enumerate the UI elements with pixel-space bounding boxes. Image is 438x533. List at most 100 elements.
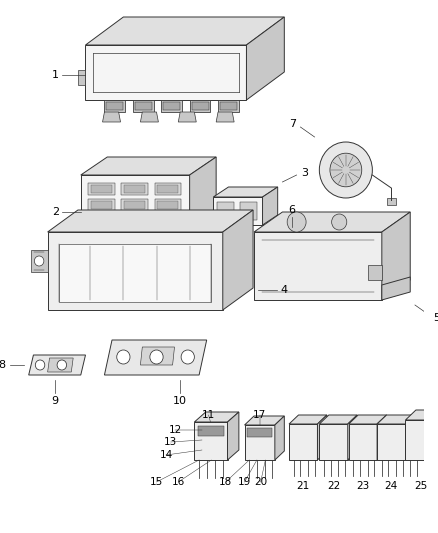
Polygon shape	[227, 412, 239, 460]
Circle shape	[330, 153, 362, 187]
Polygon shape	[190, 100, 211, 112]
Text: 6: 6	[288, 205, 295, 215]
Polygon shape	[124, 201, 145, 209]
Polygon shape	[48, 210, 253, 232]
Text: 8: 8	[0, 360, 6, 370]
Polygon shape	[223, 210, 253, 310]
Polygon shape	[81, 157, 216, 175]
Polygon shape	[244, 425, 275, 460]
Text: 2: 2	[52, 207, 59, 217]
Polygon shape	[141, 112, 159, 122]
Polygon shape	[198, 426, 224, 436]
Circle shape	[332, 214, 347, 230]
Text: 7: 7	[289, 119, 297, 129]
Polygon shape	[194, 412, 239, 422]
Polygon shape	[88, 183, 115, 195]
Polygon shape	[155, 199, 181, 211]
Polygon shape	[104, 340, 207, 375]
Polygon shape	[88, 199, 115, 211]
Polygon shape	[121, 199, 148, 211]
Polygon shape	[102, 112, 120, 122]
Text: 5: 5	[433, 313, 438, 323]
Polygon shape	[406, 410, 438, 420]
Polygon shape	[247, 17, 284, 100]
Polygon shape	[254, 232, 382, 300]
Polygon shape	[377, 415, 415, 424]
Polygon shape	[91, 185, 112, 193]
Polygon shape	[104, 100, 125, 112]
Circle shape	[34, 256, 44, 266]
Polygon shape	[157, 217, 178, 225]
Polygon shape	[78, 70, 85, 85]
Polygon shape	[161, 100, 182, 112]
Text: 20: 20	[254, 477, 267, 487]
Text: 23: 23	[356, 481, 370, 491]
Polygon shape	[247, 428, 272, 437]
Polygon shape	[377, 415, 387, 460]
Polygon shape	[289, 415, 327, 424]
Polygon shape	[157, 201, 178, 209]
Text: 17: 17	[253, 410, 266, 420]
Text: 16: 16	[172, 477, 185, 487]
Polygon shape	[163, 102, 180, 110]
Circle shape	[35, 360, 45, 370]
Polygon shape	[48, 232, 223, 310]
Text: 13: 13	[164, 437, 177, 447]
Polygon shape	[48, 358, 73, 372]
Polygon shape	[436, 410, 438, 460]
Polygon shape	[349, 424, 377, 460]
Polygon shape	[85, 45, 247, 100]
Polygon shape	[406, 420, 436, 460]
Polygon shape	[91, 217, 112, 225]
Text: 15: 15	[150, 477, 163, 487]
Circle shape	[181, 350, 194, 364]
Polygon shape	[213, 197, 262, 225]
Polygon shape	[194, 422, 227, 460]
Polygon shape	[85, 17, 284, 45]
Polygon shape	[220, 102, 237, 110]
Polygon shape	[178, 112, 196, 122]
Polygon shape	[106, 102, 124, 110]
Polygon shape	[254, 212, 410, 232]
Polygon shape	[190, 157, 216, 230]
Text: 19: 19	[238, 477, 251, 487]
Polygon shape	[91, 201, 112, 209]
Polygon shape	[275, 416, 284, 460]
Polygon shape	[382, 277, 410, 300]
Polygon shape	[349, 415, 387, 424]
Polygon shape	[31, 250, 48, 272]
Polygon shape	[29, 355, 85, 375]
Text: 11: 11	[202, 410, 215, 420]
Circle shape	[150, 350, 163, 364]
Polygon shape	[217, 202, 234, 220]
Text: 1: 1	[52, 70, 59, 80]
Polygon shape	[348, 415, 357, 460]
Polygon shape	[135, 102, 152, 110]
Polygon shape	[81, 175, 190, 230]
Polygon shape	[377, 424, 406, 460]
Text: 22: 22	[327, 481, 340, 491]
Polygon shape	[319, 415, 357, 424]
Polygon shape	[133, 100, 154, 112]
Text: 3: 3	[301, 168, 307, 178]
Text: 18: 18	[219, 477, 232, 487]
Polygon shape	[218, 100, 239, 112]
Text: 4: 4	[281, 285, 288, 295]
Polygon shape	[59, 244, 212, 302]
Polygon shape	[124, 217, 145, 225]
Polygon shape	[289, 424, 318, 460]
Text: 12: 12	[169, 425, 182, 435]
Polygon shape	[382, 212, 410, 300]
Polygon shape	[124, 185, 145, 193]
Text: 10: 10	[173, 396, 187, 406]
Polygon shape	[262, 187, 278, 225]
Polygon shape	[319, 424, 348, 460]
Text: 21: 21	[297, 481, 310, 491]
Polygon shape	[216, 112, 234, 122]
Polygon shape	[213, 187, 278, 197]
Polygon shape	[240, 202, 257, 220]
Circle shape	[287, 212, 306, 232]
Text: 9: 9	[52, 396, 59, 406]
Text: 25: 25	[414, 481, 427, 491]
Circle shape	[57, 360, 67, 370]
